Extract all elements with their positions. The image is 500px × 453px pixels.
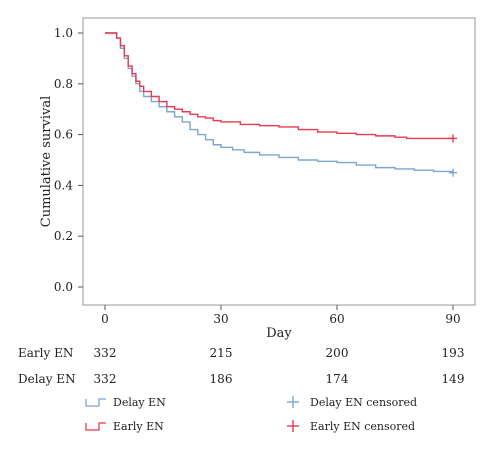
x-axis: 0 30 60 90	[101, 305, 461, 326]
y-tick-label: 0.6	[54, 128, 73, 142]
legend-step-swatch	[85, 422, 106, 431]
risk-count: 200	[326, 346, 349, 360]
y-tick-label: 0.4	[54, 178, 73, 192]
x-tick-label: 0	[101, 312, 109, 326]
risk-count: 149	[442, 372, 465, 386]
risk-count: 174	[326, 372, 349, 386]
y-axis: 0.0 0.2 0.4 0.6 0.8 1.0	[54, 26, 83, 294]
risk-row-label: Delay EN	[18, 372, 76, 386]
legend-label: Delay EN	[113, 396, 166, 409]
x-tick-label: 60	[329, 312, 344, 326]
legend-label: Early EN	[113, 420, 164, 433]
risk-row-label: Early EN	[18, 346, 73, 360]
y-tick-label: 1.0	[54, 26, 73, 40]
legend-item-early-en-censored: Early EN censored	[287, 420, 415, 433]
censor-marker-delay-en-censored	[449, 168, 457, 177]
legend-item-delay-en-censored: Delay EN censored	[287, 396, 417, 409]
risk-count: 215	[210, 346, 233, 360]
y-tick-label: 0.0	[54, 280, 73, 294]
legend-item-delay-en: Delay EN	[85, 396, 166, 409]
censor-layer	[449, 134, 457, 177]
censor-marker-early-en-censored	[449, 134, 457, 143]
series-line-early-en	[105, 32, 453, 140]
plot-area	[82, 17, 476, 306]
x-tick-label: 90	[445, 312, 460, 326]
legend-label: Early EN censored	[310, 420, 415, 433]
risk-table: Early EN 332 215 200 193 Delay EN 332 186 174 149	[18, 346, 464, 386]
legend-label: Delay EN censored	[310, 396, 417, 409]
legend-step-swatch	[85, 398, 106, 407]
series-line-delay-en	[105, 32, 454, 173]
y-tick-label: 0.8	[54, 77, 73, 91]
series-layer	[105, 32, 454, 173]
risk-count: 332	[94, 372, 117, 386]
plot-frame	[82, 17, 476, 306]
legend-item-early-en: Early EN	[85, 420, 164, 433]
risk-count: 193	[442, 346, 465, 360]
risk-count: 332	[94, 346, 117, 360]
x-tick-label: 30	[213, 312, 228, 326]
y-axis-title: Cumulative survival	[39, 96, 54, 228]
x-axis-title: Day	[266, 326, 292, 341]
legend: Delay EN Delay EN censored Early EN Early E…	[85, 396, 417, 433]
risk-count: 186	[210, 372, 233, 386]
y-tick-label: 0.2	[54, 229, 73, 243]
